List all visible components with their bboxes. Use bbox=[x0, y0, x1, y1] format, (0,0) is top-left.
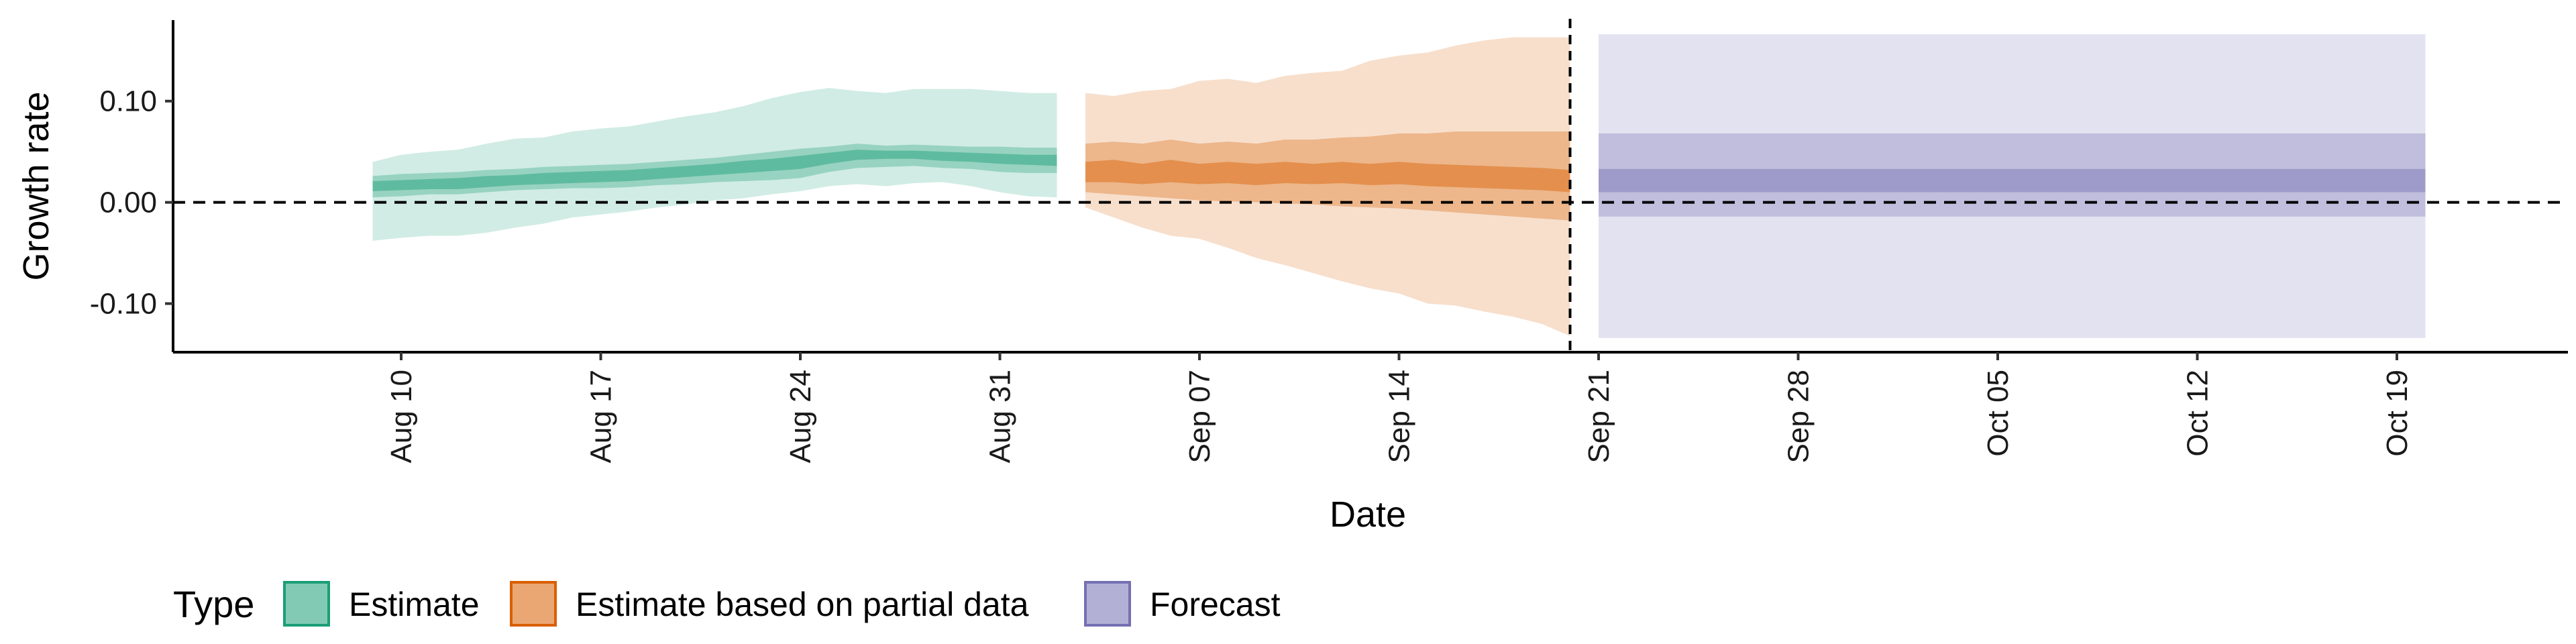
ribbon-estimate-based-on-partial-data-20 bbox=[1085, 160, 1570, 193]
axes bbox=[172, 20, 2568, 354]
legend-swatch bbox=[1084, 581, 1131, 627]
ribbon-estimate-based-on-partial-data-90 bbox=[1085, 37, 1570, 336]
y-tick-label: 0.00 bbox=[99, 186, 157, 219]
x-tick-label: Oct 19 bbox=[2381, 370, 2414, 457]
y-axis-title: Growth rate bbox=[16, 91, 56, 280]
y-tick-label: -0.10 bbox=[90, 288, 157, 321]
x-tick-label: Aug 17 bbox=[585, 370, 618, 463]
legend-label: Forecast bbox=[1150, 586, 1281, 623]
ribbon-forecast-90 bbox=[1599, 34, 2426, 338]
x-tick-label: Oct 05 bbox=[1982, 370, 2015, 457]
tick-layer: 0.10 0.00 -0.10 Aug 10 Aug 17 Aug 24 Aug 31 Sep… bbox=[90, 85, 2414, 464]
ribbon-estimate-20 bbox=[372, 150, 1057, 192]
x-tick-label: Aug 31 bbox=[984, 370, 1017, 463]
legend-title: Type bbox=[173, 583, 254, 625]
legend-swatch bbox=[283, 581, 330, 627]
x-axis-title: Date bbox=[1330, 494, 1406, 535]
ribbon-forecast-50 bbox=[1599, 133, 2426, 217]
ribbon-forecast-20 bbox=[1599, 168, 2426, 193]
y-tick-label: 0.10 bbox=[99, 85, 157, 118]
ribbon-estimate-50 bbox=[372, 144, 1057, 198]
x-tick-label: Sep 28 bbox=[1782, 370, 1815, 463]
x-tick-label: Sep 14 bbox=[1383, 370, 1416, 463]
ribbon-estimate-based-on-partial-data-50 bbox=[1085, 131, 1570, 221]
x-tick-label: Sep 21 bbox=[1582, 370, 1615, 463]
legend-label: Estimate based on partial data bbox=[576, 586, 1029, 623]
x-tick-label: Aug 24 bbox=[784, 370, 817, 463]
legend-swatch bbox=[510, 581, 557, 627]
ribbon-layer bbox=[372, 34, 2426, 338]
x-tick-label: Aug 10 bbox=[385, 370, 418, 463]
x-tick-label: Oct 12 bbox=[2182, 370, 2214, 457]
legend: Type Estimate Estimate based on partial d… bbox=[173, 581, 1281, 627]
legend-label: Estimate bbox=[349, 586, 480, 623]
x-tick-label: Sep 07 bbox=[1183, 370, 1216, 463]
